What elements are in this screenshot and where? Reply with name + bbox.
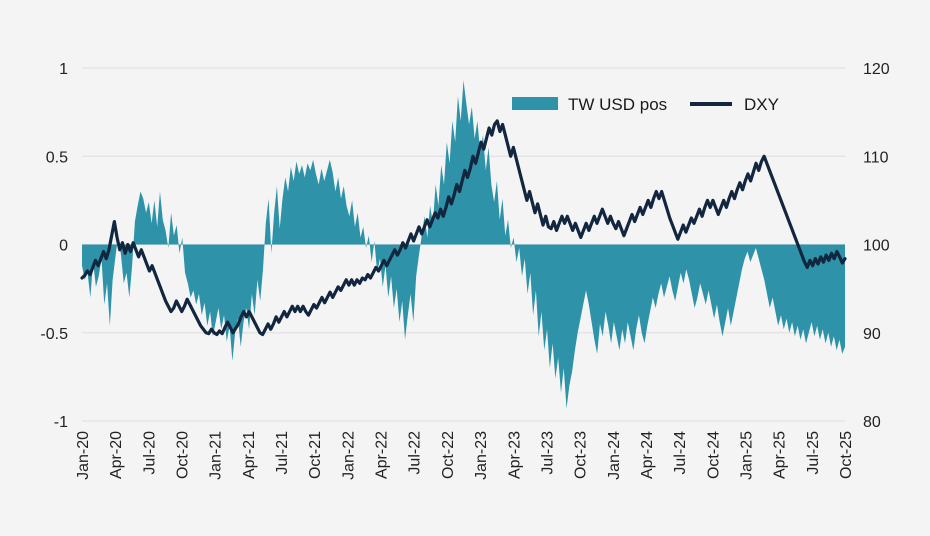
x-axis-tick: Jan-21 <box>208 431 225 480</box>
x-axis-tick: Apr-22 <box>374 431 391 479</box>
right-axis-tick: 80 <box>863 414 881 431</box>
right-axis-tick-labels: 80 90 100 110 120 <box>863 61 890 431</box>
x-axis-tick: Apr-25 <box>772 431 789 479</box>
x-axis-tick: Jan-20 <box>75 431 92 480</box>
x-axis-tick: Jan-22 <box>340 431 357 480</box>
legend-label-tw-usd-pos: TW USD pos <box>568 95 667 114</box>
left-axis-tick: 0.5 <box>46 149 68 166</box>
x-axis-tick: Apr-20 <box>108 431 125 479</box>
x-axis-tick: Oct-22 <box>440 431 457 479</box>
right-axis-tick: 120 <box>863 61 890 78</box>
x-axis-tick: Jan-25 <box>739 431 756 480</box>
x-axis-tick: Jan-24 <box>606 431 623 480</box>
x-axis-tick: Oct-23 <box>573 431 590 479</box>
x-axis-tick: Apr-21 <box>241 431 258 479</box>
x-axis-tick: Jul-23 <box>539 431 556 475</box>
x-axis-tick: Apr-23 <box>506 431 523 479</box>
legend-label-dxy: DXY <box>744 95 779 114</box>
x-axis-tick: Jan-23 <box>473 431 490 480</box>
x-axis-tick: Jul-25 <box>805 431 822 475</box>
chart-legend: TW USD pos DXY <box>512 95 779 114</box>
x-axis-tick: Oct-24 <box>705 431 722 479</box>
x-axis-tick: Jul-20 <box>141 431 158 475</box>
right-axis-tick: 90 <box>863 326 881 343</box>
x-axis-tick: Oct-21 <box>307 431 324 479</box>
right-axis-tick: 100 <box>863 238 890 255</box>
x-axis-tick: Oct-25 <box>838 431 855 479</box>
x-axis-tick: Jul-22 <box>407 431 424 475</box>
right-axis-tick: 110 <box>863 149 889 166</box>
left-axis-tick: 1 <box>59 61 68 78</box>
x-axis-tick: Apr-24 <box>639 431 656 479</box>
x-axis-tick: Jul-24 <box>672 431 689 475</box>
x-axis-tick-labels: Jan-20 Apr-20 Jul-20 Oct-20 Jan-21 Apr-21 Jul-… <box>75 431 855 480</box>
legend-swatch-tw-usd-pos <box>512 97 558 110</box>
dxy-line-path <box>80 119 847 337</box>
dxy-line <box>80 119 847 337</box>
left-axis-tick: -0.5 <box>40 326 68 343</box>
left-axis-tick-labels: -1 -0.5 0 0.5 1 <box>40 61 68 431</box>
tw-usd-pos-area <box>82 80 845 409</box>
tw-usd-pos-area-path <box>82 80 845 409</box>
left-axis-tick: 0 <box>59 238 68 255</box>
x-axis-tick: Oct-20 <box>175 431 192 479</box>
left-axis-tick: -1 <box>54 414 68 431</box>
x-axis-tick: Jul-21 <box>274 431 291 475</box>
